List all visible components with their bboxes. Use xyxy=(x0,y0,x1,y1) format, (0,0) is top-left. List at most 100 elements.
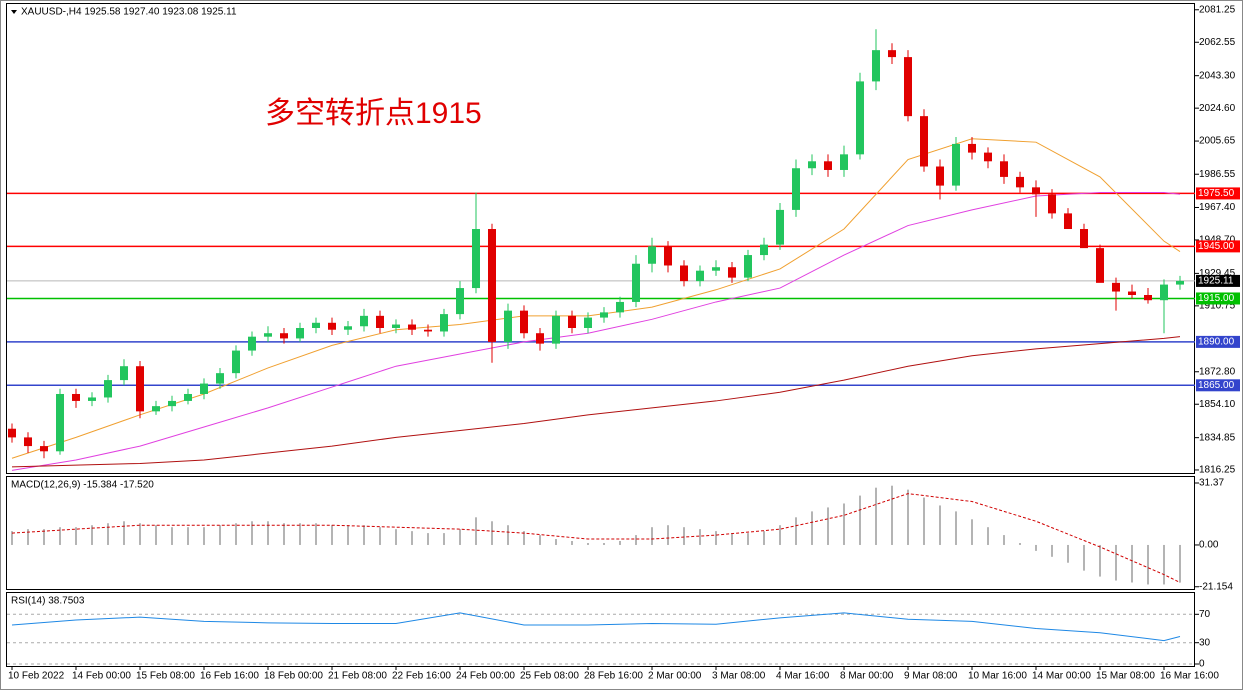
candle-body xyxy=(264,333,272,337)
candle-body xyxy=(488,229,496,342)
annotation: 多空转折点1915 xyxy=(265,97,482,130)
level-tag xyxy=(1196,335,1240,348)
candle-body xyxy=(808,161,816,169)
moving-average xyxy=(11,192,1181,471)
candle-body xyxy=(1144,295,1152,301)
last-price-tag xyxy=(1196,274,1240,287)
candle-body xyxy=(984,152,992,162)
candle-body xyxy=(744,255,752,278)
chart-header: XAUUSD-,H4 1925.58 1927.40 1923.08 1925.… xyxy=(21,7,237,18)
candle-body xyxy=(968,143,976,153)
y-tick-label: 1929.45 xyxy=(1199,268,1236,279)
candle-body xyxy=(88,397,96,401)
candle-body xyxy=(168,400,176,407)
y-tick-label: 1834.85 xyxy=(1199,432,1236,443)
candle-body xyxy=(680,265,688,282)
candle-body xyxy=(328,322,336,330)
menu-arrow[interactable] xyxy=(11,10,17,14)
candle-body xyxy=(296,327,304,339)
y-tick-label: 1872.80 xyxy=(1199,366,1236,377)
y-tick-label: 1910.75 xyxy=(1199,300,1236,311)
candle-body xyxy=(360,315,368,327)
candle-body xyxy=(344,326,352,330)
candle-body xyxy=(904,57,912,117)
candle-body xyxy=(552,315,560,344)
candle-body xyxy=(888,50,896,58)
candle-body xyxy=(664,246,672,266)
candle-body xyxy=(792,168,800,210)
candle-body xyxy=(472,229,480,289)
candle-body xyxy=(104,380,112,398)
x-tick-label: 4 Mar 16:00 xyxy=(776,671,830,682)
candle-body xyxy=(152,406,160,412)
candle-body xyxy=(1016,176,1024,188)
candle-body xyxy=(232,350,240,374)
candle-body xyxy=(8,428,16,438)
y-tick-label: 1948.70 xyxy=(1199,235,1236,246)
candle-body xyxy=(872,50,880,82)
candle-body xyxy=(1096,248,1104,283)
x-tick-label: 22 Feb 16:00 xyxy=(392,671,451,682)
price-panel xyxy=(6,3,1195,474)
y-tick-label: 1816.25 xyxy=(1199,465,1236,476)
x-tick-label: 10 Feb 2022 xyxy=(8,671,65,682)
candle-body xyxy=(1160,284,1168,301)
rsi-line xyxy=(11,612,1181,642)
x-tick-label: 18 Feb 00:00 xyxy=(264,671,323,682)
candle-body xyxy=(952,143,960,186)
x-tick-label: 16 Feb 16:00 xyxy=(200,671,259,682)
candle-body xyxy=(1128,291,1136,296)
candle-body xyxy=(568,315,576,328)
y-tick-label: 1967.40 xyxy=(1199,202,1236,213)
candle-body xyxy=(184,393,192,401)
y-tick-label: 2024.60 xyxy=(1199,103,1236,114)
last-price-label: 1925.11 xyxy=(1198,276,1234,287)
level-label: 1945.00 xyxy=(1198,241,1235,252)
x-tick-label: 25 Feb 08:00 xyxy=(520,671,579,682)
x-tick-label: 14 Mar 00:00 xyxy=(1032,671,1091,682)
y-tick-label: 31.37 xyxy=(1199,478,1224,489)
candle-body xyxy=(728,267,736,278)
y-tick-label: 2005.65 xyxy=(1199,136,1236,147)
level-tag xyxy=(1196,379,1240,392)
x-tick-label: 24 Feb 00:00 xyxy=(456,671,515,682)
x-tick-label: 2 Mar 00:00 xyxy=(648,671,702,682)
candle-body xyxy=(408,324,416,330)
candle-body xyxy=(56,393,64,452)
rsi-panel xyxy=(6,592,1195,667)
rsi-label: RSI(14) 38.7503 xyxy=(11,596,85,607)
level-tag xyxy=(1196,292,1240,305)
y-tick-label: 1854.10 xyxy=(1199,399,1236,410)
x-tick-label: 15 Feb 08:00 xyxy=(136,671,195,682)
candle-body xyxy=(376,315,384,328)
candle-body xyxy=(776,209,784,245)
candle-body xyxy=(440,314,448,332)
candle-body xyxy=(1112,282,1120,292)
candle-body xyxy=(936,166,944,186)
candle-body xyxy=(600,312,608,318)
x-tick-label: 8 Mar 00:00 xyxy=(840,671,894,682)
y-tick-label: 0.00 xyxy=(1199,540,1219,551)
level-tag xyxy=(1196,187,1240,200)
candle-body xyxy=(216,373,224,384)
candle-body xyxy=(840,154,848,170)
x-tick-label: 21 Feb 08:00 xyxy=(328,671,387,682)
candle-body xyxy=(1032,187,1040,195)
x-tick-label: 14 Feb 00:00 xyxy=(72,671,131,682)
candle-body xyxy=(584,317,592,328)
candle-body xyxy=(520,310,528,334)
x-tick-label: 9 Mar 08:00 xyxy=(904,671,958,682)
macd-label: MACD(12,26,9) -15.384 -17.520 xyxy=(11,480,154,491)
candle-body xyxy=(120,366,128,381)
candle-body xyxy=(280,333,288,339)
y-tick-label: -21.154 xyxy=(1199,581,1233,592)
candle-body xyxy=(136,366,144,412)
candle-body xyxy=(648,246,656,264)
candle-body xyxy=(392,324,400,328)
candle-body xyxy=(72,393,80,401)
y-tick-label: 0 xyxy=(1199,659,1205,670)
candle-body xyxy=(1064,213,1072,230)
candle-body xyxy=(920,116,928,167)
candle-body xyxy=(456,288,464,315)
